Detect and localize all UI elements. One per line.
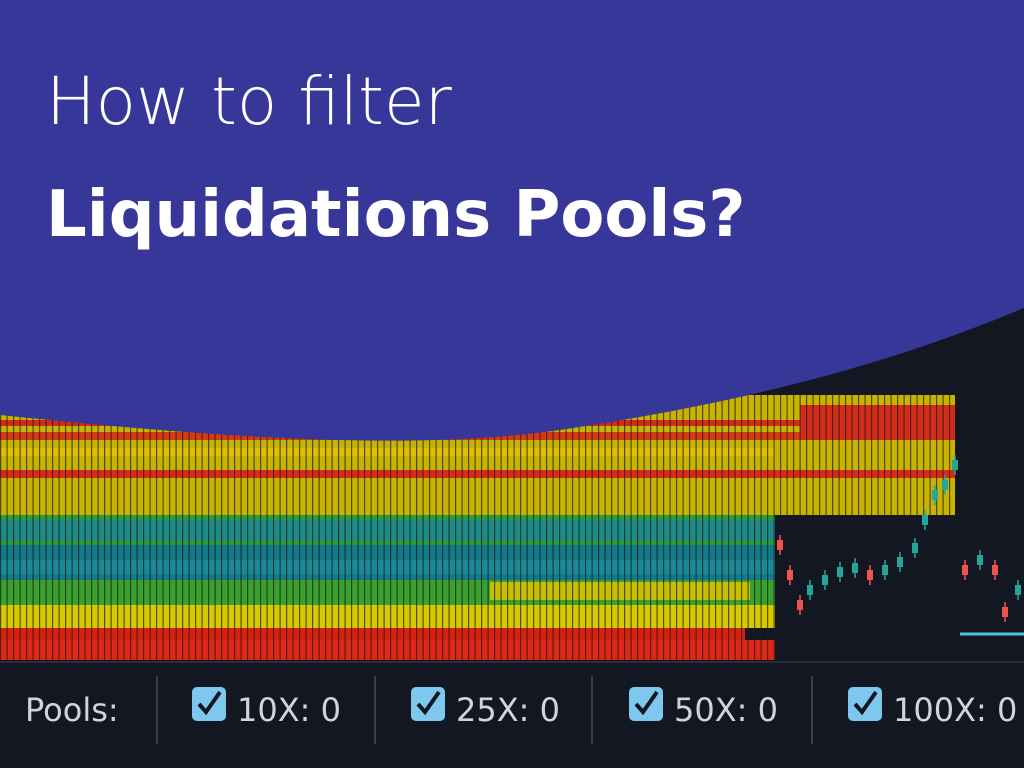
candle-body: [1015, 585, 1021, 595]
candle-body: [797, 600, 803, 610]
candle-body: [912, 543, 918, 553]
candle-body: [852, 563, 858, 573]
candle-body: [992, 565, 998, 575]
candle-body: [932, 490, 938, 500]
filter-label[interactable]: 100X: 0: [893, 691, 1017, 729]
filter-label[interactable]: 10X: 0: [237, 691, 341, 729]
candle-body: [977, 555, 983, 565]
filter-list: 10X: 0 25X: 0 50X: 0 100X: 0: [156, 676, 1017, 744]
toolbar-label: Pools:: [25, 691, 119, 729]
title-line-2: Liquidations Pools?: [46, 178, 745, 252]
candle-body: [837, 567, 843, 577]
candle-body: [942, 480, 948, 490]
title-line-1: How to filter: [46, 63, 453, 140]
title-panel: [0, 0, 1024, 441]
checkmark: [197, 690, 222, 716]
checkmark: [416, 690, 441, 716]
candle-body: [897, 557, 903, 567]
candle-body: [922, 515, 928, 525]
candle-body: [882, 565, 888, 575]
filter-label[interactable]: 25X: 0: [456, 691, 560, 729]
heatmap: [0, 395, 955, 660]
candle-body: [867, 570, 873, 580]
candle-body: [952, 460, 958, 470]
checkmark: [634, 690, 659, 716]
candle-body: [777, 540, 783, 550]
candle-body: [962, 565, 968, 575]
heat-columns: [0, 515, 775, 660]
filter-label[interactable]: 50X: 0: [674, 691, 778, 729]
candle-body: [1002, 607, 1008, 617]
candle-body: [807, 585, 813, 595]
checkmark: [853, 690, 878, 716]
price-candles: [777, 455, 1024, 636]
candle-body: [787, 570, 793, 580]
candle-body: [822, 575, 828, 585]
